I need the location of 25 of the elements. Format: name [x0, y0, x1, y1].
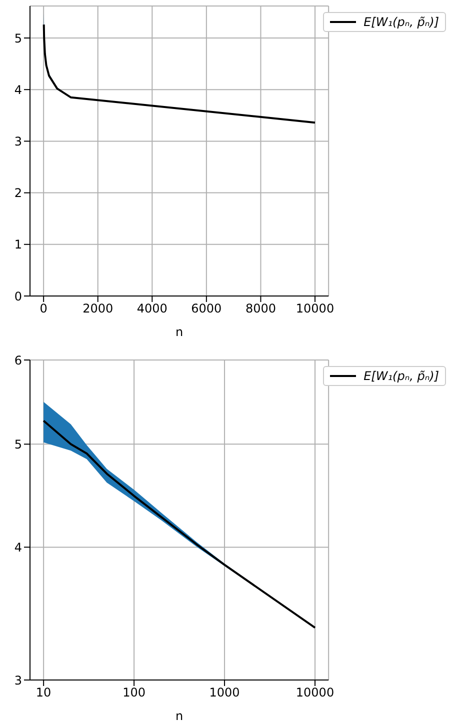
y-tick-label: 4: [14, 82, 22, 97]
y-tick-label: 4: [14, 540, 22, 554]
x-tick-label: 100: [122, 686, 146, 700]
x-axis-title: n: [175, 325, 184, 339]
y-tick-label: 2: [14, 186, 22, 200]
x-tick-label: 8000: [245, 302, 276, 316]
legend-label: E[W₁(pₙ, p̃ₙ)]: [364, 369, 439, 383]
x-tick-label: 1000: [209, 686, 240, 700]
x-tick-label: 10000: [296, 302, 334, 316]
y-tick-label: 1: [14, 238, 22, 252]
y-tick-label: 5: [14, 437, 22, 452]
line-series: [42, 24, 316, 124]
y-tick-label: 3: [14, 134, 22, 148]
x-tick-label: 2000: [82, 302, 114, 316]
y-tick-label: 5: [14, 31, 22, 46]
x-axis-title: n: [175, 709, 184, 723]
x-tick-label: 4000: [136, 302, 168, 316]
y-tick-label: 0: [14, 289, 22, 304]
x-tick-label: 10: [36, 686, 52, 700]
x-tick-label: 6000: [191, 302, 222, 316]
x-tick-label: 0: [40, 302, 48, 316]
legend-label: E[W₁(pₙ, p̃ₙ)]: [364, 15, 439, 29]
y-tick-label: 6: [14, 353, 22, 368]
y-tick-label: 3: [14, 673, 22, 688]
x-tick-label: 10000: [296, 686, 334, 700]
